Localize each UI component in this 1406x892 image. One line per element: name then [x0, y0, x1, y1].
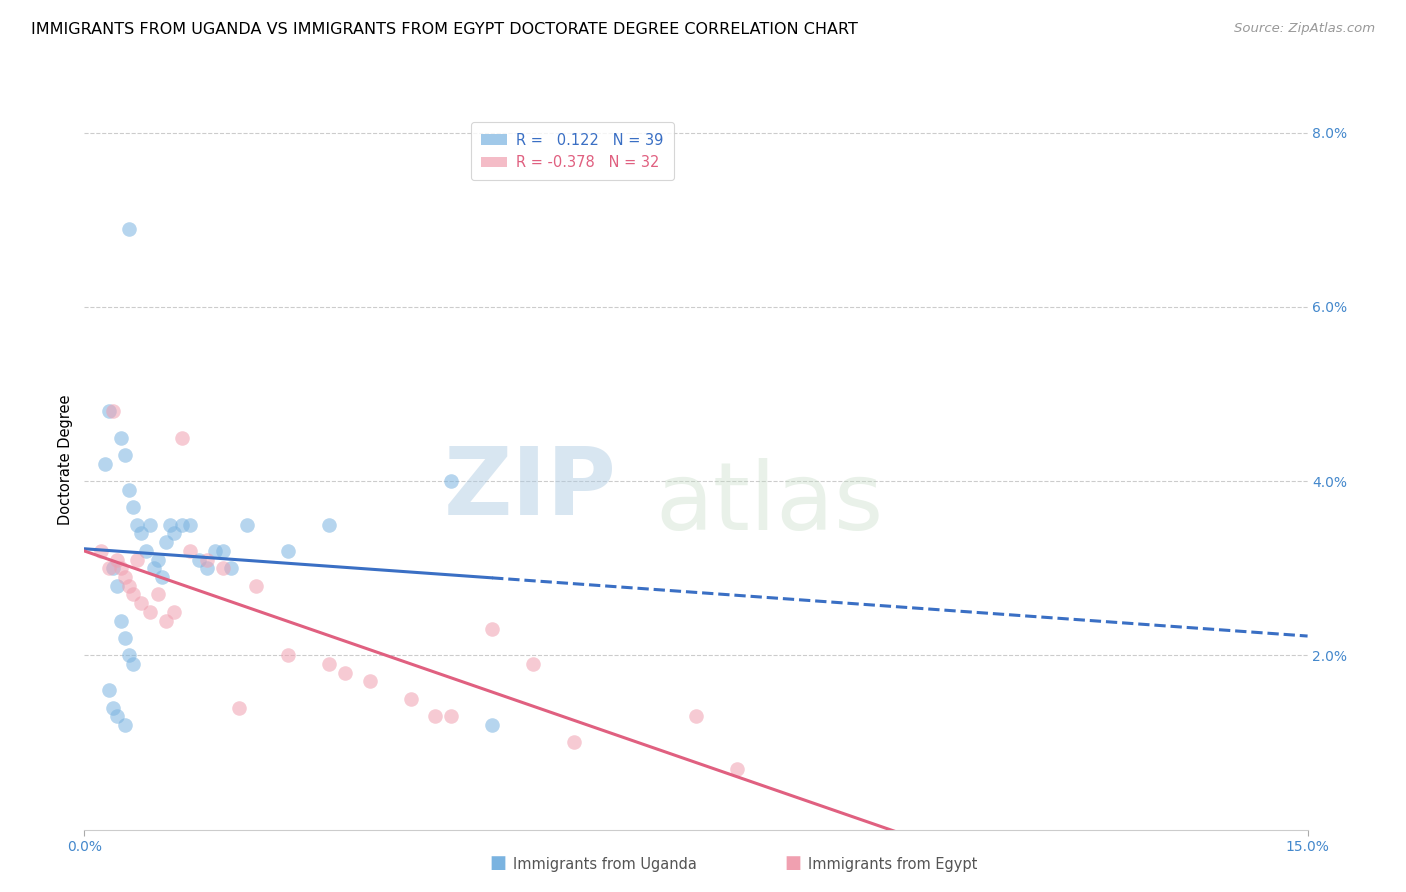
Point	[155, 535, 177, 549]
Point	[423, 709, 446, 723]
Point	[481, 718, 503, 732]
Point	[90, 544, 112, 558]
Text: ■: ■	[489, 855, 506, 872]
Point	[114, 570, 136, 584]
Point	[245, 579, 267, 593]
Point	[122, 657, 145, 671]
Point	[685, 709, 707, 723]
Point	[131, 596, 153, 610]
Point	[135, 544, 157, 558]
Point	[440, 474, 463, 488]
Point	[277, 544, 299, 558]
Point	[146, 587, 169, 601]
Point	[122, 500, 145, 515]
Point	[114, 718, 136, 732]
Point	[97, 561, 120, 575]
Point	[212, 561, 235, 575]
Point	[122, 587, 145, 601]
Point	[725, 762, 748, 776]
Point	[204, 544, 226, 558]
Point	[163, 605, 186, 619]
Point	[195, 552, 218, 566]
Point	[97, 683, 120, 698]
Point	[150, 570, 173, 584]
Point	[159, 517, 181, 532]
Point	[187, 552, 209, 566]
Point	[440, 709, 463, 723]
Point	[101, 700, 124, 714]
Point	[172, 431, 194, 445]
Point	[101, 561, 124, 575]
Point	[179, 517, 201, 532]
Point	[359, 674, 381, 689]
Text: Immigrants from Uganda: Immigrants from Uganda	[513, 857, 697, 872]
Point	[118, 579, 141, 593]
Point	[118, 648, 141, 663]
Point	[335, 665, 357, 680]
Point	[155, 614, 177, 628]
Point	[105, 552, 128, 566]
Point	[562, 735, 585, 749]
Point	[110, 431, 132, 445]
Point	[179, 544, 201, 558]
Point	[142, 561, 165, 575]
Y-axis label: Doctorate Degree: Doctorate Degree	[58, 394, 73, 524]
Point	[118, 483, 141, 497]
Point	[138, 517, 160, 532]
Text: Source: ZipAtlas.com: Source: ZipAtlas.com	[1234, 22, 1375, 36]
Point	[163, 526, 186, 541]
Point	[212, 544, 235, 558]
Point	[318, 657, 340, 671]
Point	[101, 404, 124, 418]
Text: Immigrants from Egypt: Immigrants from Egypt	[808, 857, 977, 872]
Point	[93, 457, 115, 471]
Point	[114, 631, 136, 645]
Point	[105, 579, 128, 593]
Point	[97, 404, 120, 418]
Text: ZIP: ZIP	[443, 443, 616, 535]
Point	[105, 709, 128, 723]
Legend: R =   0.122   N = 39, R = -0.378   N = 32: R = 0.122 N = 39, R = -0.378 N = 32	[471, 122, 673, 180]
Point	[522, 657, 544, 671]
Point	[146, 552, 169, 566]
Point	[172, 517, 194, 532]
Point	[127, 552, 149, 566]
Point	[481, 622, 503, 636]
Point	[114, 448, 136, 462]
Point	[228, 700, 250, 714]
Point	[236, 517, 259, 532]
Point	[318, 517, 340, 532]
Point	[127, 517, 149, 532]
Point	[399, 692, 422, 706]
Text: IMMIGRANTS FROM UGANDA VS IMMIGRANTS FROM EGYPT DOCTORATE DEGREE CORRELATION CHA: IMMIGRANTS FROM UGANDA VS IMMIGRANTS FRO…	[31, 22, 858, 37]
Text: ■: ■	[785, 855, 801, 872]
Point	[110, 561, 132, 575]
Point	[118, 221, 141, 235]
Point	[131, 526, 153, 541]
Point	[195, 561, 218, 575]
Point	[138, 605, 160, 619]
Text: atlas: atlas	[655, 458, 883, 549]
Point	[277, 648, 299, 663]
Point	[219, 561, 242, 575]
Point	[110, 614, 132, 628]
